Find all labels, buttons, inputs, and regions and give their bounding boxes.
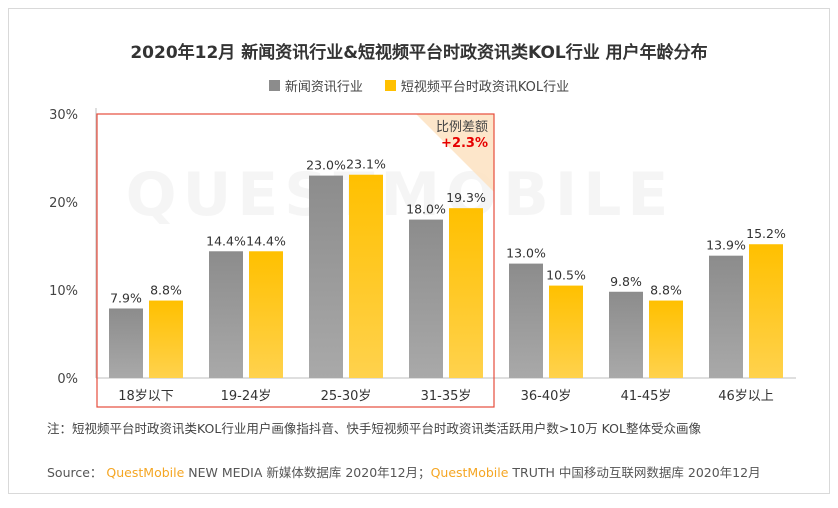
data-label-series-2: 8.8% <box>650 283 682 298</box>
legend-label-series-1: 新闻资讯行业 <box>284 80 363 95</box>
highlight-box <box>96 113 495 408</box>
source-prefix: Source： <box>47 465 103 480</box>
source-brand-1: QuestMobile <box>106 465 185 480</box>
source-text-2: TRUTH 中国移动互联网数据库 2020年12月 <box>508 465 761 480</box>
x-tick-label: 31-35岁 <box>421 389 472 404</box>
data-label-series-2: 19.3% <box>446 190 486 205</box>
bar-series-2 <box>149 300 183 378</box>
source-line: Source： QuestMobile NEW MEDIA 新媒体数据库 202… <box>47 462 761 481</box>
data-label-series-1: 13.9% <box>706 238 746 253</box>
bar-series-1 <box>309 175 343 378</box>
legend-swatch-series-2 <box>384 80 396 91</box>
chart-title: 2020年12月 新闻资讯行业&短视频平台时政资讯类KOL行业 用户年龄分布 <box>130 43 708 63</box>
x-tick-label: 41-45岁 <box>621 389 672 404</box>
bar-series-2 <box>649 300 683 378</box>
x-tick-label: 18岁以下 <box>118 389 174 404</box>
y-tick-label: 30% <box>49 108 78 123</box>
x-tick-label: 19-24岁 <box>221 389 272 404</box>
footnote: 注：短视频平台时政资讯类KOL行业用户画像指抖音、快手短视频平台时政资讯类活跃用… <box>47 421 701 436</box>
bar-series-2 <box>349 174 383 378</box>
bar-series-1 <box>609 291 643 378</box>
bar-series-1 <box>209 251 243 378</box>
bar-series-1 <box>509 263 543 378</box>
bar-series-1 <box>409 219 443 378</box>
bar-series-2 <box>449 208 483 378</box>
y-tick-label: 10% <box>49 284 78 299</box>
data-label-series-1: 18.0% <box>406 202 446 217</box>
data-label-series-2: 15.2% <box>746 226 786 241</box>
data-label-series-1: 14.4% <box>206 233 246 248</box>
data-label-series-2: 10.5% <box>546 268 586 283</box>
legend: 新闻资讯行业 短视频平台时政资讯KOL行业 <box>0 76 838 95</box>
bar-series-1 <box>709 255 743 378</box>
legend-item-series-1: 新闻资讯行业 <box>268 76 363 95</box>
x-tick-label: 36-40岁 <box>521 389 572 404</box>
legend-item-series-2: 短视频平台时政资讯KOL行业 <box>384 76 570 95</box>
legend-swatch-series-1 <box>268 80 280 91</box>
data-label-series-1: 23.0% <box>306 158 346 173</box>
data-label-series-2: 14.4% <box>246 233 286 248</box>
source-brand-2: QuestMobile <box>430 465 509 480</box>
data-label-series-1: 13.0% <box>506 246 546 261</box>
bar-series-2 <box>249 251 283 378</box>
y-tick-label: 20% <box>49 196 78 211</box>
x-tick-label: 46岁以上 <box>718 389 774 404</box>
bar-series-1 <box>109 308 143 378</box>
bar-series-2 <box>749 244 783 378</box>
data-label-series-2: 8.8% <box>150 283 182 298</box>
data-label-series-1: 7.9% <box>110 290 142 305</box>
source-text-1: NEW MEDIA 新媒体数据库 2020年12月； <box>184 465 431 480</box>
callout-corner <box>416 114 494 192</box>
data-label-series-2: 23.1% <box>346 157 386 172</box>
x-tick-label: 25-30岁 <box>321 389 372 404</box>
y-tick-label: 0% <box>57 372 78 387</box>
bar-series-2 <box>549 285 583 378</box>
legend-label-series-2: 短视频平台时政资讯KOL行业 <box>400 80 570 95</box>
callout-value: +2.3% <box>441 136 488 151</box>
callout-label: 比例差额 <box>436 120 488 135</box>
data-label-series-1: 9.8% <box>610 274 642 289</box>
